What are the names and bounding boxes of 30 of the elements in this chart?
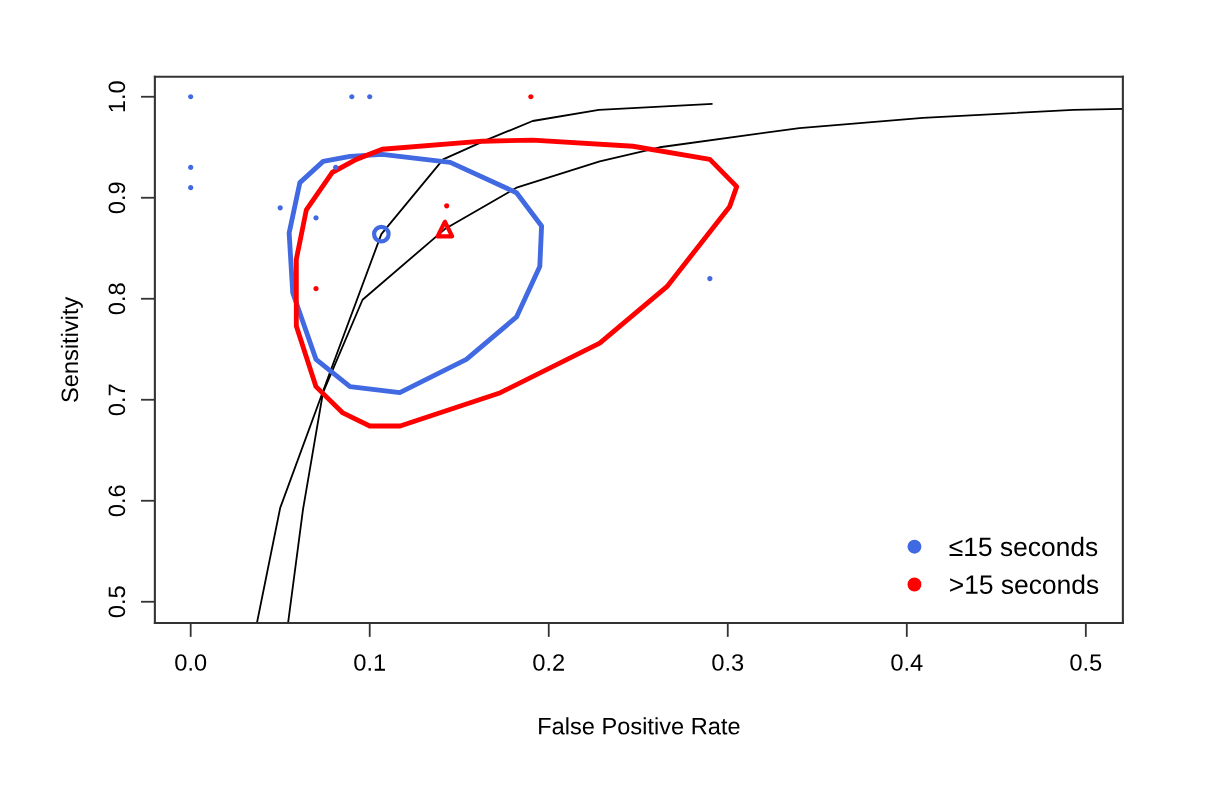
point (367, 94, 373, 100)
point (277, 205, 283, 211)
point (188, 94, 194, 100)
y-tick-label: 1.0 (108, 81, 126, 112)
point (349, 94, 355, 100)
point (444, 203, 450, 209)
point (528, 94, 534, 100)
y-tick-label: 0.5 (108, 586, 126, 618)
y-tick-label: 0.9 (108, 182, 126, 214)
point (313, 215, 319, 221)
y-tick-label: 0.8 (108, 283, 126, 315)
point (707, 275, 713, 282)
legend-label: >15 seconds (950, 574, 1099, 594)
x-tick-label: 0.5 (1070, 654, 1102, 671)
x-tick-label: 0.2 (533, 654, 564, 671)
point (435, 219, 455, 239)
x-tick-label: 0.1 (354, 654, 385, 671)
y-axis-title: Sensitivity (60, 296, 83, 402)
point (188, 185, 194, 191)
point (188, 164, 194, 171)
point (371, 224, 391, 244)
y-tick-label: 0.6 (108, 485, 126, 517)
x-tick-label: 0.0 (175, 654, 207, 671)
y-tick-label: 0.7 (108, 384, 126, 416)
legend-label: ≤15 seconds (949, 536, 1098, 557)
x-tick-label: 0.4 (891, 654, 923, 671)
point (313, 286, 319, 292)
x-axis-title: False Positive Rate (539, 717, 740, 735)
point (333, 164, 339, 171)
x-tick-label: 0.3 (712, 654, 744, 671)
